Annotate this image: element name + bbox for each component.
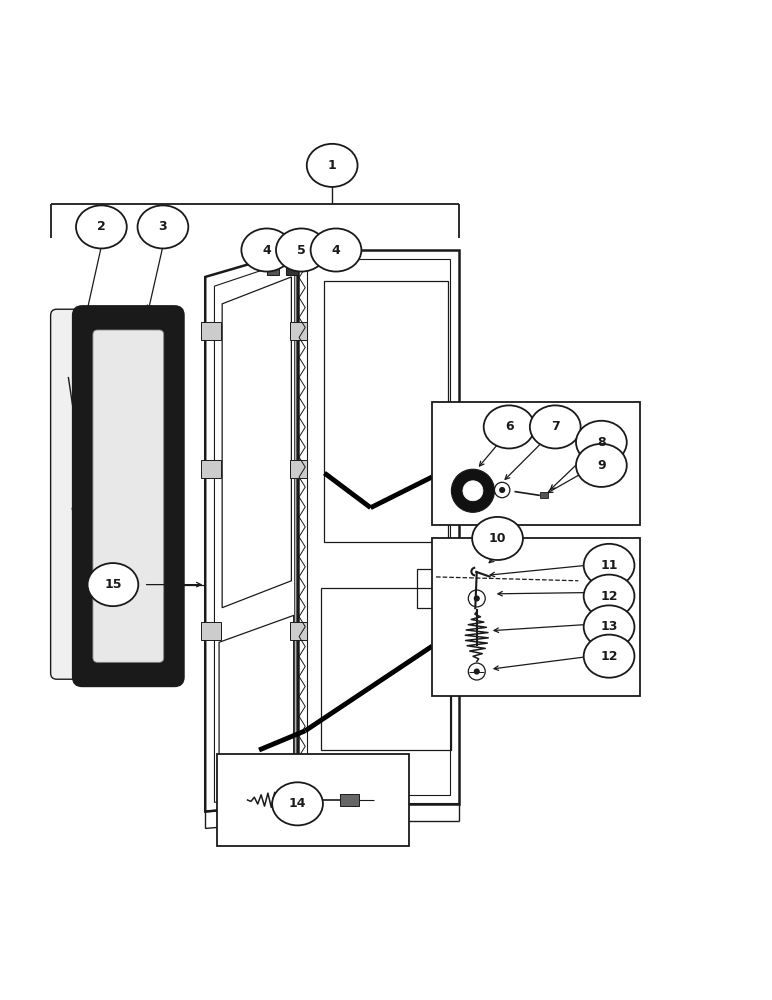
Ellipse shape: [87, 563, 138, 606]
Ellipse shape: [530, 405, 581, 448]
Ellipse shape: [576, 444, 627, 487]
Ellipse shape: [137, 205, 188, 248]
Ellipse shape: [273, 782, 323, 825]
Bar: [290, 622, 306, 640]
Ellipse shape: [310, 228, 361, 272]
Text: 4: 4: [332, 244, 340, 257]
Bar: [267, 258, 279, 275]
Text: 12: 12: [601, 650, 618, 663]
Ellipse shape: [584, 635, 635, 678]
Ellipse shape: [242, 228, 292, 272]
Bar: [297, 250, 459, 804]
Text: 2: 2: [97, 220, 106, 233]
Text: 9: 9: [597, 459, 606, 472]
Circle shape: [474, 668, 480, 675]
FancyBboxPatch shape: [73, 306, 184, 686]
Text: 3: 3: [158, 220, 168, 233]
Bar: [201, 460, 221, 478]
Ellipse shape: [276, 228, 327, 272]
Text: 10: 10: [489, 532, 506, 545]
Text: 13: 13: [601, 620, 618, 633]
Ellipse shape: [576, 421, 627, 464]
Text: 7: 7: [551, 420, 560, 433]
Bar: [290, 460, 306, 478]
Bar: [432, 402, 640, 525]
Text: 12: 12: [601, 590, 618, 603]
Bar: [417, 569, 446, 608]
Text: 11: 11: [601, 559, 618, 572]
Text: 15: 15: [104, 578, 122, 591]
Ellipse shape: [76, 205, 127, 248]
FancyBboxPatch shape: [93, 330, 164, 662]
Bar: [324, 281, 448, 542]
Ellipse shape: [584, 575, 635, 618]
Bar: [286, 258, 298, 275]
Text: 14: 14: [289, 797, 306, 810]
Ellipse shape: [306, 144, 357, 187]
Circle shape: [463, 481, 483, 501]
Text: 1: 1: [328, 159, 337, 172]
Bar: [201, 322, 221, 340]
Text: 5: 5: [297, 244, 306, 257]
Ellipse shape: [472, 517, 523, 560]
Bar: [306, 259, 450, 795]
Ellipse shape: [484, 405, 534, 448]
Ellipse shape: [584, 544, 635, 587]
Bar: [340, 794, 359, 806]
Bar: [290, 322, 306, 340]
Bar: [320, 588, 452, 750]
Text: 4: 4: [262, 244, 271, 257]
Circle shape: [474, 595, 480, 602]
Bar: [217, 754, 409, 846]
Bar: [432, 538, 640, 696]
Text: 6: 6: [505, 420, 513, 433]
Bar: [540, 492, 547, 498]
FancyBboxPatch shape: [51, 309, 107, 679]
Circle shape: [452, 469, 494, 512]
Text: 8: 8: [597, 436, 606, 449]
Ellipse shape: [584, 605, 635, 648]
Bar: [201, 622, 221, 640]
Circle shape: [499, 487, 505, 493]
